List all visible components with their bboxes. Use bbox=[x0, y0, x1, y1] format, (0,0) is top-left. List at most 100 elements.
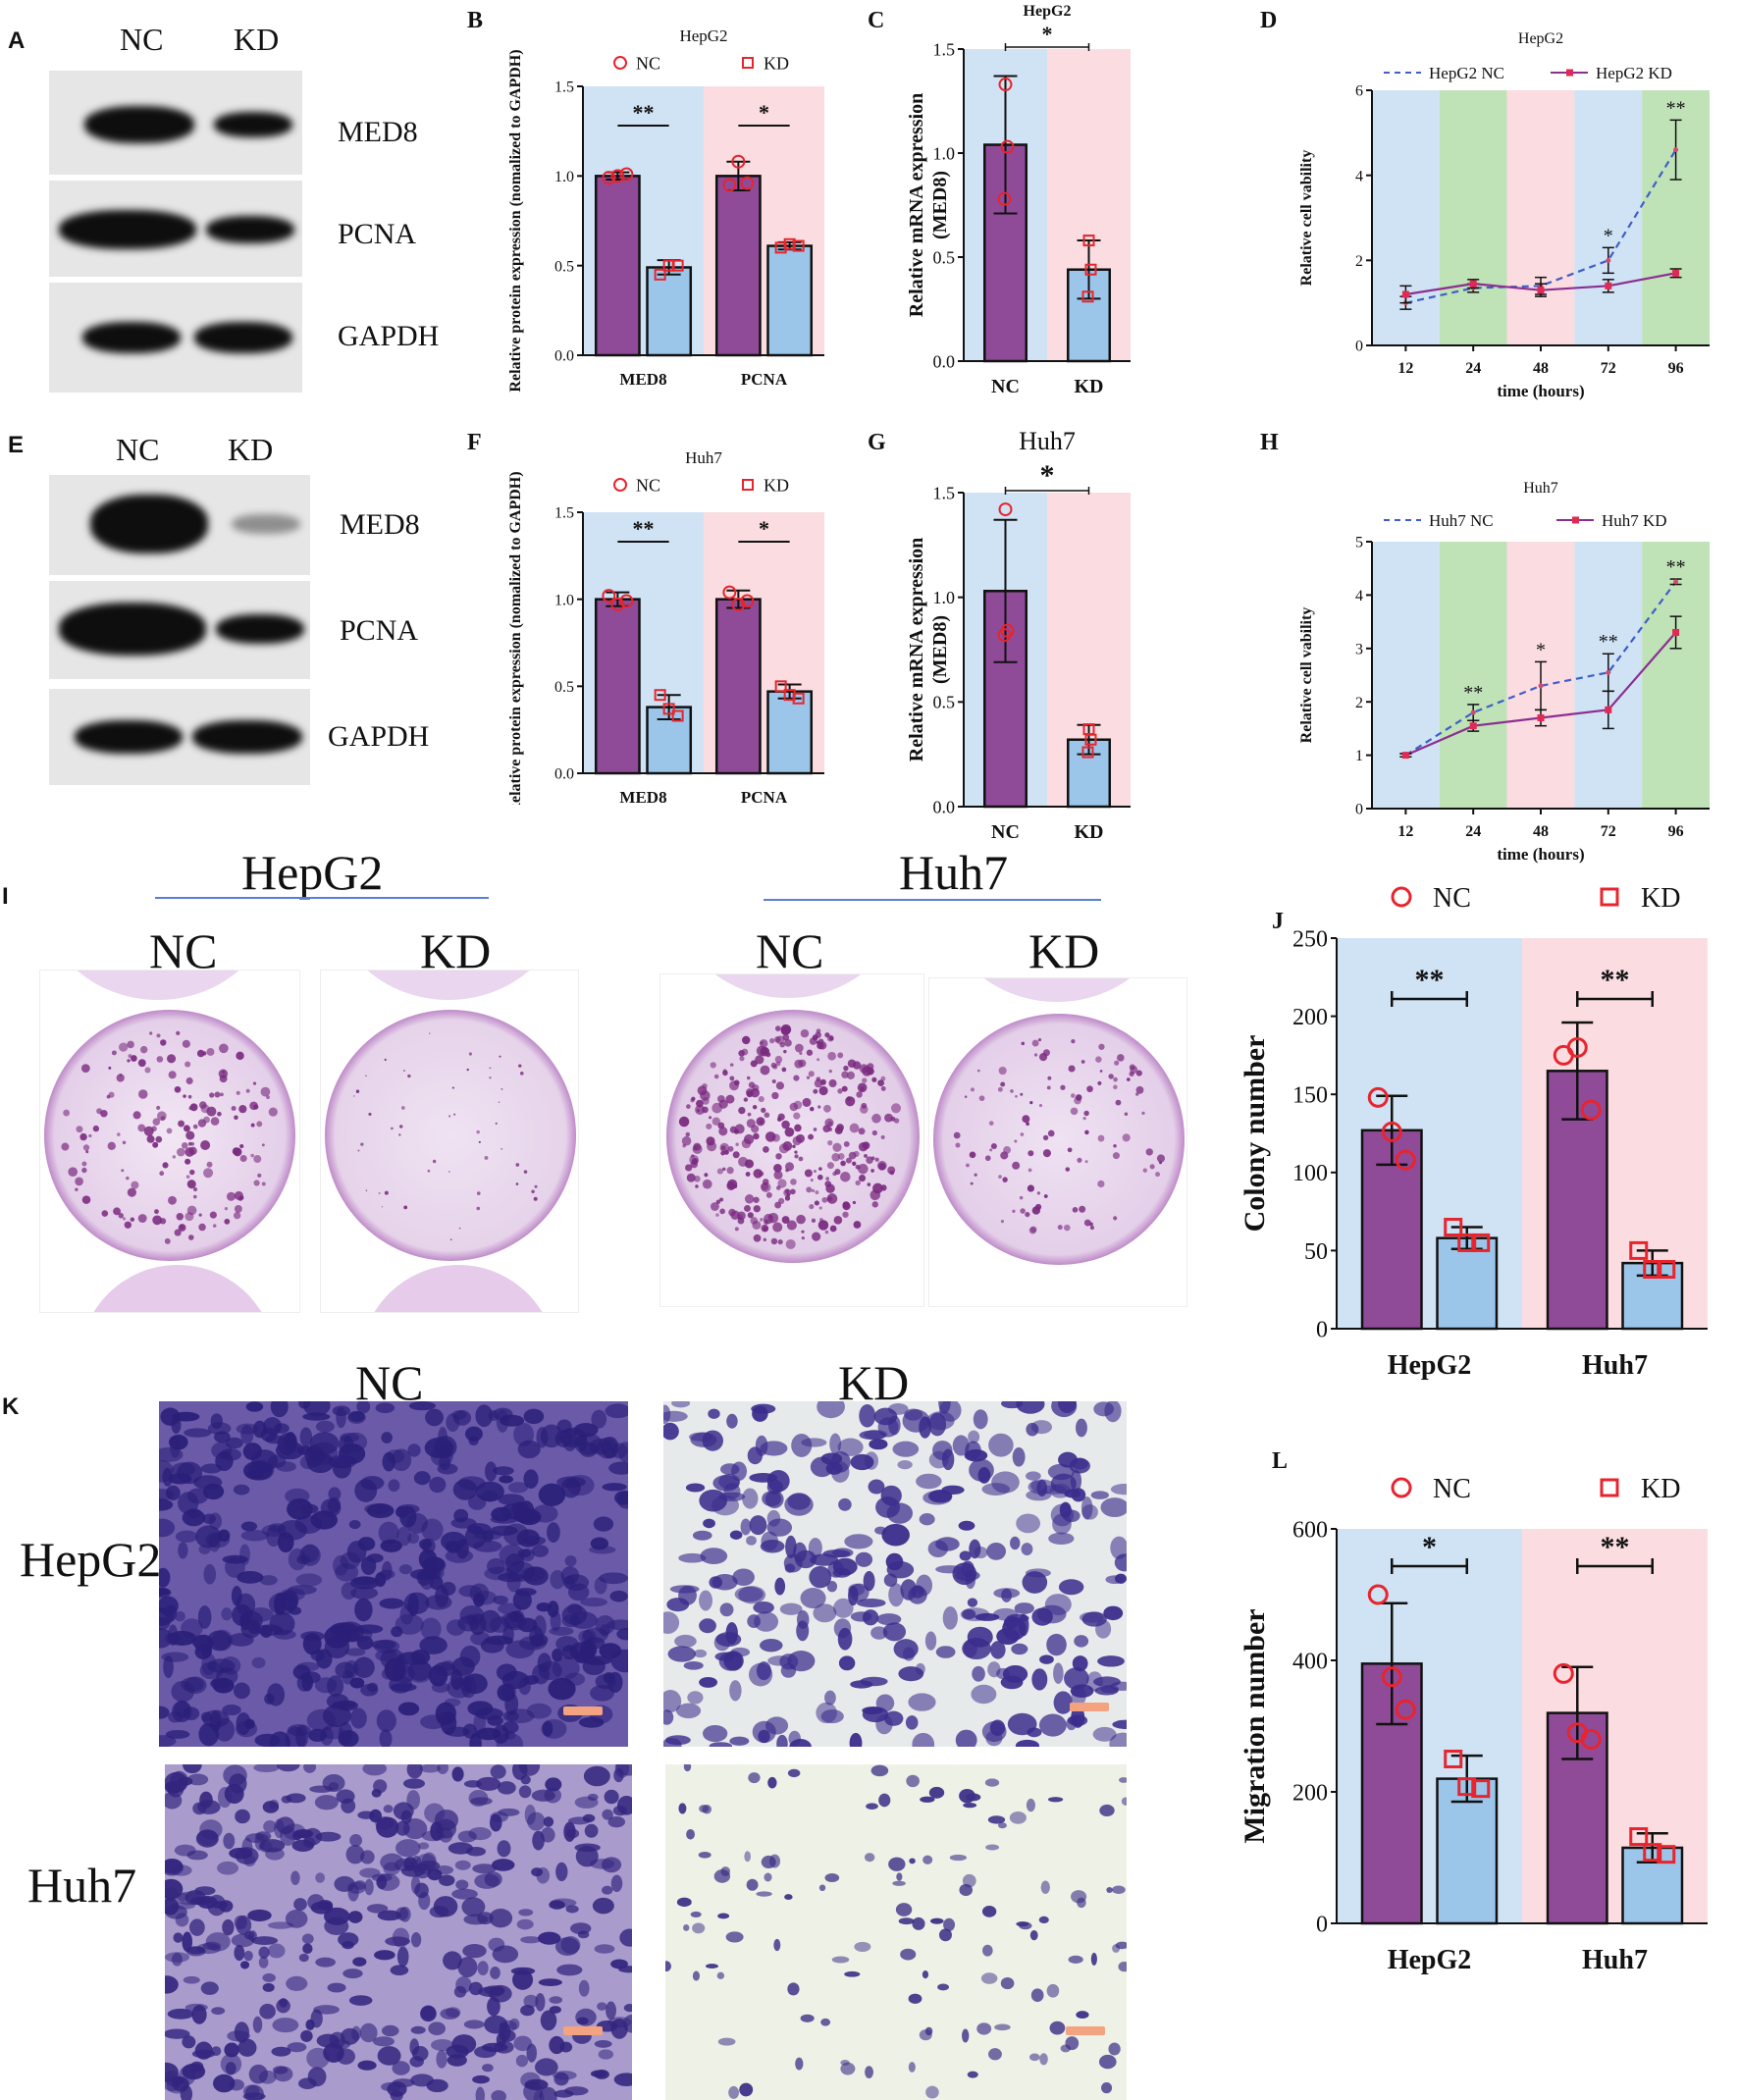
y-tick-label: 0.5 bbox=[554, 679, 574, 696]
colony bbox=[864, 1154, 868, 1158]
colony bbox=[763, 1237, 767, 1242]
stained-cell bbox=[373, 1639, 400, 1654]
colony bbox=[729, 1063, 734, 1067]
colony bbox=[686, 1104, 691, 1109]
stained-cell bbox=[217, 1786, 233, 1809]
y-axis-label: Migration number bbox=[1238, 1608, 1271, 1843]
colony bbox=[239, 1155, 247, 1163]
stained-cell bbox=[784, 1894, 793, 1901]
stained-cell bbox=[477, 1912, 494, 1925]
stained-cell bbox=[354, 1598, 373, 1622]
colony bbox=[870, 1189, 881, 1201]
x-tick-label: 96 bbox=[1668, 823, 1684, 840]
colony bbox=[753, 1205, 761, 1213]
colony bbox=[1077, 1157, 1082, 1163]
data-point bbox=[1643, 1843, 1662, 1863]
stained-cell bbox=[618, 1966, 632, 1973]
colony bbox=[984, 1155, 991, 1162]
stained-cell bbox=[172, 1411, 200, 1422]
stained-cell bbox=[848, 1583, 866, 1596]
stained-cell bbox=[457, 1957, 478, 1978]
stained-cell bbox=[498, 1494, 525, 1505]
colony bbox=[862, 1066, 872, 1076]
stained-cell bbox=[766, 1509, 781, 1527]
data-point bbox=[619, 167, 634, 182]
stained-cell bbox=[198, 1544, 211, 1554]
colony bbox=[1020, 1092, 1024, 1096]
colony bbox=[365, 1189, 368, 1191]
colony bbox=[357, 1149, 360, 1152]
stained-cell bbox=[924, 2026, 933, 2036]
colony bbox=[988, 1121, 994, 1126]
stained-cell bbox=[988, 2048, 1002, 2061]
stained-cell bbox=[912, 1732, 935, 1747]
stained-cell bbox=[699, 1676, 718, 1688]
stained-cell bbox=[601, 1436, 619, 1459]
stained-cell bbox=[165, 1975, 179, 1994]
blot-label-gapdh: GAPDH bbox=[338, 320, 440, 352]
stained-cell bbox=[767, 1776, 777, 1789]
stained-cell bbox=[359, 1867, 381, 1878]
stained-cell bbox=[912, 1916, 925, 1930]
colony bbox=[756, 1117, 765, 1127]
stained-cell bbox=[395, 1907, 409, 1920]
stained-cell bbox=[578, 1979, 590, 1997]
significance-star: ** bbox=[633, 100, 655, 125]
colony bbox=[735, 1142, 739, 1146]
data-point bbox=[1457, 1777, 1477, 1797]
stained-cell bbox=[987, 1661, 1001, 1678]
stained-cell bbox=[347, 1411, 366, 1424]
x-tick-label: HepG2 bbox=[1388, 1945, 1472, 1975]
colony bbox=[266, 1095, 270, 1100]
stained-cell bbox=[419, 1636, 448, 1654]
colony bbox=[168, 1195, 177, 1205]
stained-cell bbox=[1030, 1420, 1053, 1435]
stained-cell bbox=[420, 1714, 447, 1730]
colony bbox=[124, 1221, 132, 1229]
stained-cell bbox=[173, 1932, 184, 1943]
stained-cell bbox=[315, 1872, 326, 1883]
stained-cell bbox=[543, 1816, 554, 1827]
colony bbox=[1075, 1094, 1082, 1101]
colony bbox=[1135, 1070, 1142, 1076]
stained-cell bbox=[556, 1964, 583, 1976]
stained-cell bbox=[437, 1463, 458, 1475]
stained-cell bbox=[925, 2085, 939, 2099]
y-tick-label: 100 bbox=[1292, 1161, 1328, 1186]
stained-cell bbox=[824, 1690, 836, 1706]
colony bbox=[874, 1157, 879, 1162]
colony bbox=[719, 1142, 729, 1153]
stained-cell bbox=[410, 1931, 422, 1948]
data-point bbox=[671, 709, 684, 722]
colony bbox=[893, 1118, 900, 1124]
colony bbox=[1135, 1092, 1139, 1096]
stained-cell bbox=[837, 1438, 864, 1456]
stained-cell bbox=[395, 1655, 408, 1680]
y-axis-label: Relative mRNA expression bbox=[906, 93, 927, 318]
stained-cell bbox=[278, 1519, 308, 1541]
stained-cell bbox=[487, 1557, 505, 1575]
colony bbox=[843, 1140, 850, 1147]
stained-cell bbox=[602, 1809, 613, 1820]
panel-letter: J bbox=[1272, 909, 1284, 934]
stained-cell bbox=[381, 2024, 399, 2037]
significance-star: * bbox=[759, 100, 769, 125]
stained-cell bbox=[549, 1996, 563, 2004]
colony bbox=[746, 1088, 754, 1096]
colony bbox=[154, 1209, 159, 1215]
stained-cell bbox=[391, 1626, 403, 1638]
stained-cell bbox=[616, 1490, 628, 1509]
stained-cell bbox=[273, 1629, 296, 1640]
colony bbox=[108, 1066, 112, 1070]
stained-cell bbox=[963, 1802, 977, 1809]
stained-cell bbox=[859, 1403, 876, 1428]
blot-med8 bbox=[49, 475, 310, 575]
stained-cell bbox=[607, 2017, 632, 2028]
colony bbox=[1068, 1065, 1076, 1073]
stained-cell bbox=[968, 1430, 980, 1444]
stained-cell bbox=[1012, 1446, 1026, 1467]
stained-cell bbox=[175, 1913, 189, 1927]
blot-band bbox=[214, 112, 292, 137]
stained-cell bbox=[1046, 1983, 1060, 1998]
stained-cell bbox=[520, 2005, 535, 2017]
